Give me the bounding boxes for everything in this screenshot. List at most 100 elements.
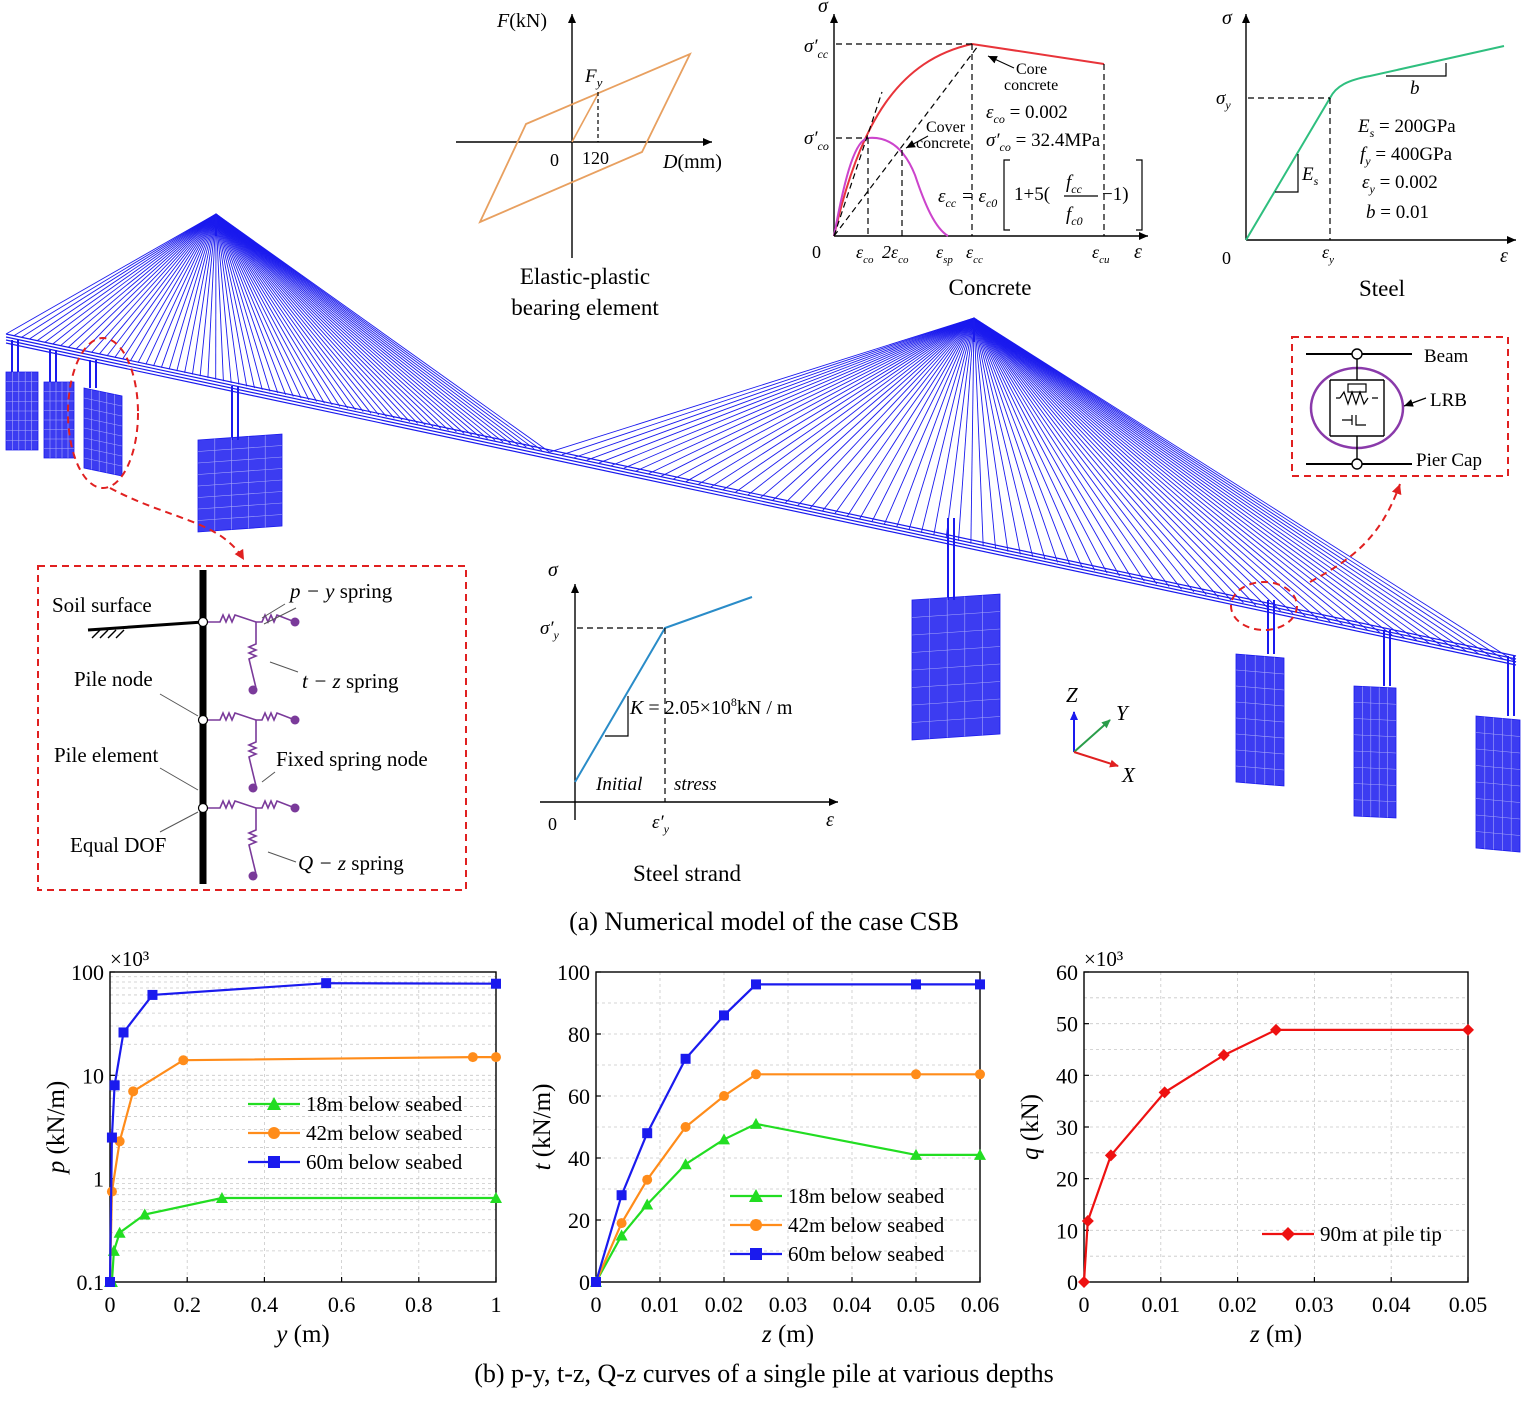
x-axis-label: z (m) (1249, 1321, 1302, 1348)
chart-point (321, 978, 331, 988)
x-tick-label: 0.06 (961, 1292, 1000, 1317)
chart-point (718, 1133, 730, 1144)
series-square (591, 979, 985, 1287)
bearing-title-line2: bearing element (511, 295, 659, 320)
steel-strand-panel: σ ε 0 σ′y ε′y K = 2.05×108kN / m Initial… (536, 556, 852, 886)
x-tick-label: 0.8 (405, 1292, 433, 1317)
y-tick-label: 80 (568, 1022, 590, 1047)
bearing-force-axis-label: F(kN) (496, 10, 547, 32)
axis-multiplier: ×10³ (110, 947, 149, 971)
steel-parameters: Es = 200GPa fy = 400GPa εy = 0.002 b = 0… (1357, 116, 1456, 223)
chart-point (617, 1218, 627, 1228)
x-tick-label: 1 (491, 1292, 502, 1317)
legend-item: 42m below seabed (248, 1121, 463, 1145)
x-tick-label: 0 (1079, 1292, 1090, 1317)
y-tick-label: 0 (579, 1270, 590, 1295)
svg-text:εsp: εsp (936, 242, 953, 266)
steel-sigma-axis: σ (1222, 7, 1233, 29)
x-tick-label: 0 (591, 1292, 602, 1317)
steel-title: Steel (1359, 276, 1405, 301)
concrete-panel: σ ε 0 σ′cc σ′co Core concrete Cover conc… (804, 0, 1148, 300)
steel-b-label: b (1410, 78, 1420, 99)
concrete-title: Concrete (948, 275, 1031, 300)
y-tick-label: 100 (71, 960, 104, 985)
x-tick-label: 0.4 (251, 1292, 279, 1317)
chart-point (750, 1219, 762, 1231)
y-tick-label: 10 (82, 1063, 104, 1088)
chart-point (681, 1122, 691, 1132)
chart-point (642, 1175, 652, 1185)
legend-label: 90m at pile tip (1320, 1222, 1442, 1246)
svg-text:εcc: εcc (966, 242, 983, 266)
svg-text:fy = 400GPa: fy = 400GPa (1360, 144, 1453, 168)
chart-point (1218, 1049, 1230, 1061)
steel-panel: σ ε 0 σy εy b Es Es = 200GPa fy = 400GPa… (1216, 7, 1516, 301)
bearing-disp-axis-label: D(mm) (662, 151, 722, 173)
chart-point (491, 1052, 501, 1062)
svg-text:εco: εco (856, 242, 874, 266)
y-tick-label: 40 (568, 1146, 590, 1171)
lrb-pier-cap-label: Pier Cap (1416, 450, 1482, 471)
svg-text:−1): −1) (1102, 184, 1129, 205)
y-tick-label: 30 (1056, 1115, 1078, 1140)
legend-label: 60m below seabed (788, 1242, 945, 1266)
concrete-sigma-cc: σ′cc (804, 36, 829, 61)
caption-b: (b) p-y, t-z, Q-z curves of a single pil… (474, 1359, 1054, 1388)
x-tick-label: 0.02 (1218, 1292, 1257, 1317)
chart-point (719, 1010, 729, 1020)
pile-node-label: Pile node (74, 667, 153, 691)
chart-point (751, 1069, 761, 1079)
svg-text:εy = 0.002: εy = 0.002 (1362, 172, 1438, 196)
legend-item: 18m below seabed (248, 1092, 463, 1116)
axis-multiplier: ×10³ (1084, 947, 1123, 971)
chart-point (1078, 1276, 1090, 1288)
chart-point (617, 1190, 627, 1200)
chart-point (975, 979, 985, 989)
x-tick-label: 0.04 (833, 1292, 872, 1317)
series-line (110, 1198, 496, 1282)
chart-point (911, 1069, 921, 1079)
strand-stress-label: stress (674, 774, 717, 795)
equal-dof-label: Equal DOF (70, 833, 166, 857)
svg-text:fc0: fc0 (1066, 204, 1083, 228)
bearing-title-line1: Elastic-plastic (520, 264, 650, 289)
chart-point (491, 979, 501, 989)
y-tick-label: 50 (1056, 1012, 1078, 1037)
chart-point (268, 1156, 280, 1168)
cover-concrete-label-1: Cover (926, 119, 966, 136)
concrete-origin: 0 (812, 242, 821, 262)
axes-triad: Z Y X (1066, 683, 1136, 787)
y-tick-label: 20 (568, 1208, 590, 1233)
chart-point (680, 1158, 692, 1169)
chart-point (719, 1091, 729, 1101)
chart-point (750, 1248, 762, 1260)
x-tick-label: 0.05 (897, 1292, 936, 1317)
bearing-origin-label: 0 (550, 150, 559, 170)
axis-z-label: Z (1066, 683, 1078, 707)
svg-text:b = 0.01: b = 0.01 (1366, 202, 1429, 223)
caption-a: (a) Numerical model of the case CSB (569, 907, 959, 936)
strand-title: Steel strand (633, 861, 741, 886)
x-tick-label: 0.6 (328, 1292, 356, 1317)
chart-point (128, 1086, 138, 1096)
py-spring-label: p − y spring (288, 579, 393, 603)
legend-label: 18m below seabed (306, 1092, 463, 1116)
bearing-element-panel: F(kN) D(mm) Fy 0 120 Elastic-plastic bea… (456, 10, 722, 320)
axis-y-label: Y (1116, 701, 1130, 725)
strand-k-label: K = 2.05×108kN / m (629, 695, 793, 719)
x-tick-label: 0.04 (1372, 1292, 1411, 1317)
y-tick-label: 20 (1056, 1167, 1078, 1192)
chart-point (178, 1055, 188, 1065)
x-tick-label: 0 (105, 1292, 116, 1317)
legend-item: 90m at pile tip (1262, 1222, 1442, 1246)
chart-point (591, 1277, 601, 1287)
chart-point (975, 1069, 985, 1079)
x-axis-label: z (m) (761, 1321, 814, 1348)
x-tick-label: 0.02 (705, 1292, 744, 1317)
chart-point (681, 1054, 691, 1064)
concrete-sco-param: σ′co = 32.4MPa (986, 130, 1101, 154)
legend-item: 60m below seabed (248, 1150, 463, 1174)
